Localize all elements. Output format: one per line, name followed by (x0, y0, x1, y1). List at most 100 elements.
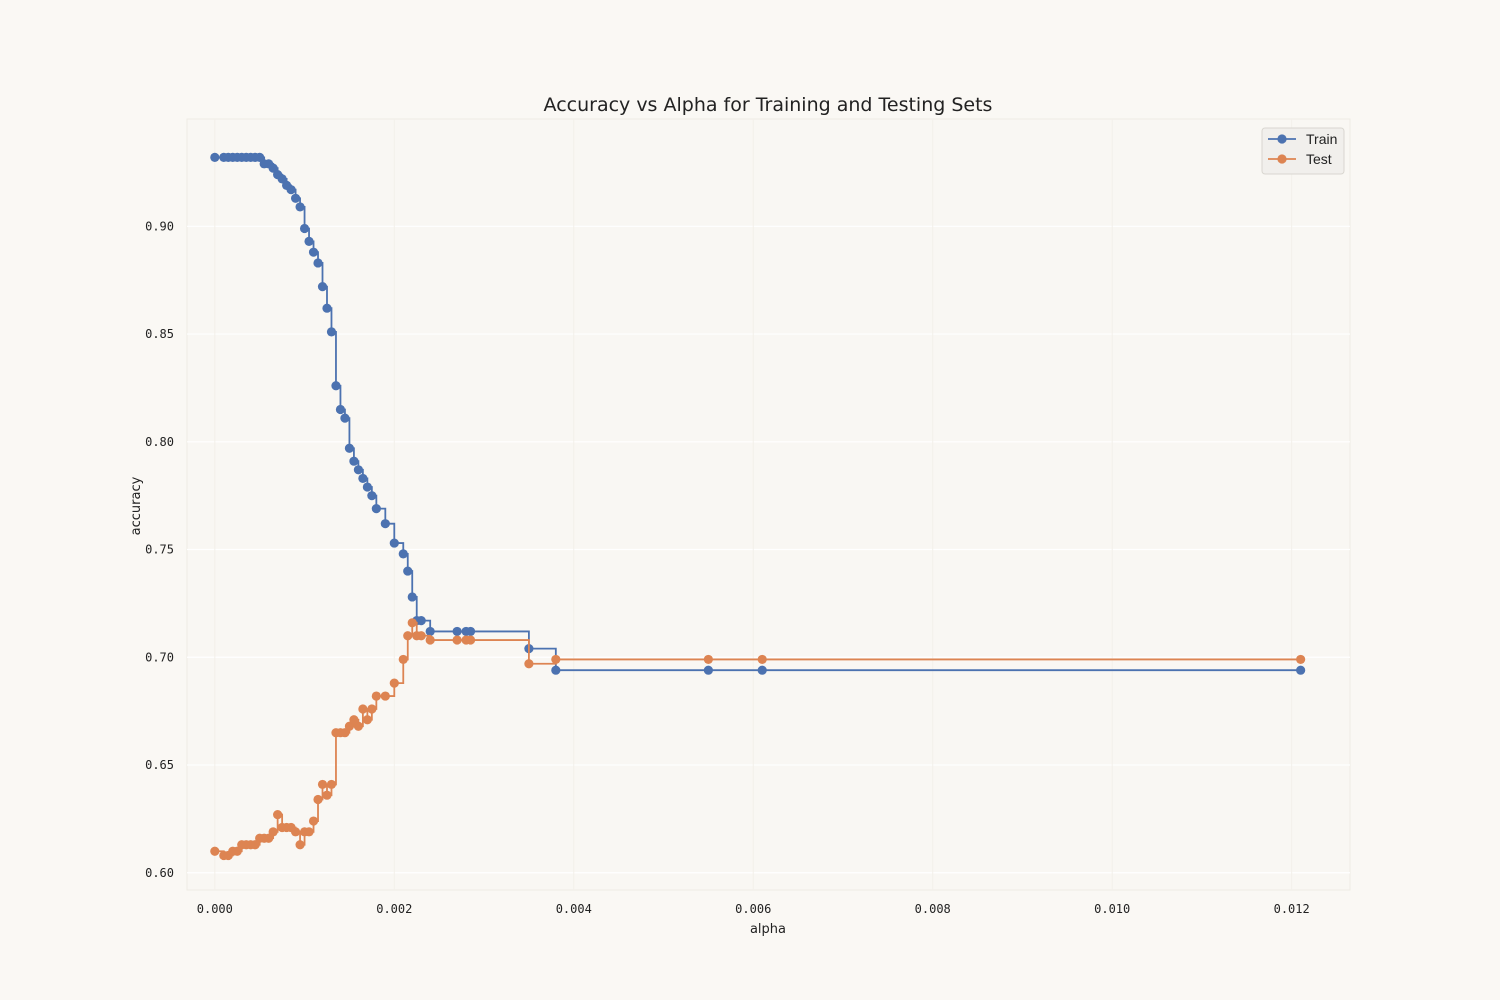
data-point-test (340, 728, 350, 738)
x-tick-label: 0.010 (1094, 902, 1130, 916)
data-point-train (389, 538, 399, 548)
data-point-test (322, 790, 332, 800)
legend-label: Test (1306, 151, 1332, 167)
data-point-train (757, 665, 767, 675)
data-point-train (313, 258, 323, 268)
data-point-train (465, 626, 476, 637)
data-point-test (295, 840, 305, 850)
data-point-test (703, 654, 713, 665)
data-point-test (389, 678, 399, 688)
data-point-train (255, 152, 265, 162)
data-point-test (344, 721, 355, 731)
data-point-train (380, 519, 390, 529)
data-point-train (349, 456, 359, 466)
data-point-test (232, 846, 242, 856)
data-point-test (317, 779, 328, 790)
data-point-test (757, 654, 767, 665)
series-test (210, 618, 1306, 861)
y-tick-label: 0.90 (145, 219, 174, 233)
data-point-test (250, 840, 260, 850)
data-point-train (703, 665, 713, 675)
data-point-train (335, 404, 346, 415)
data-point-test (1296, 654, 1306, 665)
data-point-train (358, 473, 368, 484)
data-point-train (551, 665, 561, 675)
data-point-train (290, 193, 301, 203)
data-point-test (371, 691, 381, 701)
data-point-train (403, 566, 413, 576)
data-point-train (398, 549, 408, 559)
data-point-train (286, 185, 296, 195)
data-point-train (452, 626, 462, 637)
x-tick-label: 0.008 (915, 902, 951, 916)
data-point-test (349, 715, 359, 725)
data-point-test (407, 618, 417, 628)
data-point-train (371, 503, 381, 514)
x-tick-label: 0.006 (735, 902, 771, 916)
data-point-test (380, 691, 390, 701)
y-tick-label: 0.65 (145, 758, 174, 772)
data-point-train (407, 592, 417, 602)
data-point-test (353, 721, 363, 731)
data-point-test (367, 704, 377, 714)
data-point-test (290, 827, 301, 837)
y-tick-label: 0.80 (145, 435, 174, 449)
data-point-test (403, 631, 413, 641)
chart-title: Accuracy vs Alpha for Training and Testi… (544, 94, 993, 116)
x-tick-label: 0.012 (1274, 902, 1310, 916)
legend-label: Train (1306, 131, 1337, 147)
x-tick-label: 0.004 (556, 902, 592, 916)
y-tick-label: 0.70 (145, 650, 174, 664)
grid (187, 119, 1350, 890)
data-point-train (331, 381, 341, 391)
data-point-test (358, 704, 368, 714)
y-axis-ticks: 0.60 0.65 0.70 0.75 0.80 0.85 0.90 (145, 219, 174, 879)
series-layer (210, 152, 1306, 861)
data-point-train (367, 491, 377, 501)
x-tick-label: 0.000 (197, 902, 233, 916)
data-point-test (398, 654, 408, 665)
data-point-test (416, 631, 426, 641)
legend-swatch-marker (1277, 154, 1287, 164)
legend: Train Test (1261, 127, 1345, 175)
data-point-train (299, 223, 310, 234)
data-point-test (273, 809, 283, 820)
data-point-test (362, 715, 372, 725)
data-point-train (425, 626, 435, 637)
data-point-test (465, 635, 476, 645)
data-point-train (322, 303, 332, 313)
y-tick-label: 0.60 (145, 866, 174, 880)
data-point-train (308, 247, 319, 257)
data-point-train (268, 163, 278, 173)
series-train (210, 152, 1306, 675)
data-point-train (317, 282, 328, 292)
data-point-train (210, 152, 220, 162)
legend-swatch-marker (1277, 134, 1287, 144)
data-point-test (425, 635, 435, 645)
data-point-train (1296, 665, 1306, 675)
y-tick-label: 0.85 (145, 327, 174, 341)
data-point-test (452, 635, 462, 645)
x-axis-label: alpha (750, 922, 786, 937)
data-point-test (326, 779, 337, 790)
data-point-train (416, 616, 426, 626)
data-point-train (277, 174, 287, 184)
plot-area (186, 118, 1351, 891)
data-point-test (264, 833, 274, 843)
data-point-test (210, 846, 220, 856)
data-point-test (551, 654, 561, 665)
data-point-test (313, 794, 323, 805)
data-point-train (344, 443, 355, 453)
data-point-test (268, 827, 278, 837)
data-point-train (340, 413, 350, 423)
data-point-train (353, 465, 363, 475)
data-point-test (304, 827, 314, 837)
data-point-test (308, 816, 319, 826)
data-point-test (524, 659, 534, 669)
x-axis-ticks: 0.000 0.002 0.004 0.006 0.008 0.010 0.012 (197, 902, 1310, 916)
data-point-train (295, 202, 305, 212)
data-point-train (326, 327, 337, 337)
x-tick-label: 0.002 (376, 902, 412, 916)
data-point-train (304, 236, 314, 246)
